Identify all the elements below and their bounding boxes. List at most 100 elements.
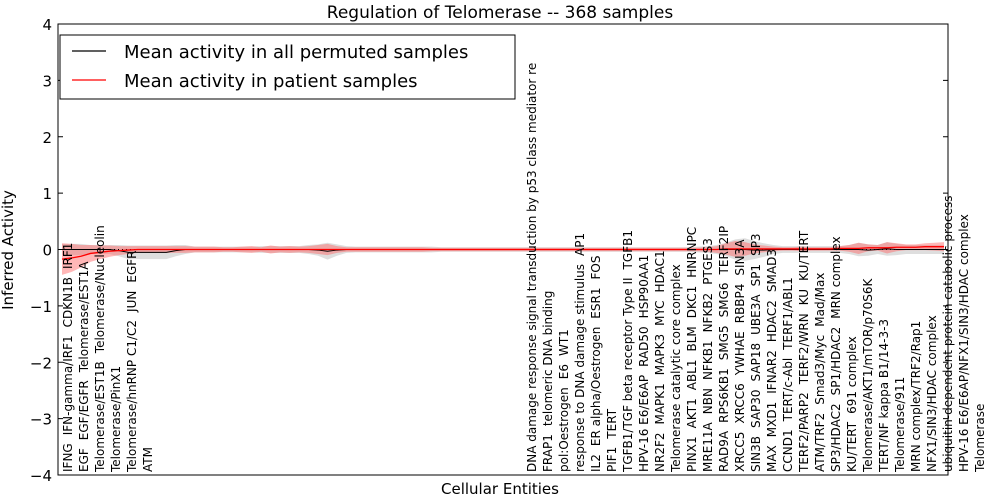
x-tick-label: IFN-gamma/IRF1 [61, 335, 75, 435]
x-tick-label: TGFB1 [621, 230, 635, 270]
x-tick-label: TERF2/WRN [797, 313, 811, 385]
x-tick-label: NFX1/SIN3/HDAC complex [925, 315, 939, 472]
y-tick-label: −4 [30, 467, 52, 485]
x-tick-label: KU/TERT [845, 421, 859, 472]
x-tick-label: Telomerase/EST1B [93, 361, 107, 473]
x-tick-label: DNA damage response signal transduction … [525, 63, 539, 472]
x-tick-label: response to DNA damage stimulus [573, 264, 587, 472]
x-tick-label: ABL1 [685, 360, 699, 391]
x-tick-label: E6 [557, 364, 571, 379]
x-tick-label: HDAC2 [765, 300, 779, 342]
y-tick-label: −3 [30, 411, 52, 429]
y-tick-label: 2 [42, 129, 52, 147]
x-tick-label: MYC [653, 300, 667, 325]
x-tick-label: SP3/HDAC2 [829, 403, 843, 472]
x-tick-label: NR2F2 [653, 433, 667, 473]
x-tick-label: EGF [77, 448, 91, 472]
x-tick-label: DKC1 [685, 286, 699, 318]
x-tick-label: TERF2IP [717, 226, 731, 276]
x-tick-label: SP1/HDAC2 [829, 327, 843, 396]
x-tick-label: RPS6KB1 [717, 368, 731, 423]
x-tick-label: TERT/c-Abl [781, 358, 795, 423]
x-tick-label: KU [797, 289, 811, 305]
x-tick-label: UBE3A [749, 294, 763, 335]
x-tick-label: ATM/TRF2 [813, 413, 827, 472]
x-tick-label: TERF1/ABL1 [781, 277, 795, 351]
x-tick-label: NFKB1 [701, 340, 715, 380]
x-tick-label: RAD50 [637, 326, 651, 367]
x-tick-label: telomeric DNA binding [541, 291, 555, 427]
x-tick-label: IFNAR2 [765, 350, 779, 394]
x-tick-label: SIN3A [733, 239, 747, 276]
x-tick-label: TGFB1/TGF beta receptor Type II [621, 277, 635, 473]
x-tick-label: TERT [605, 408, 619, 439]
x-tick-label: Telomerase [973, 404, 987, 473]
x-tick-label: MAPK3 [653, 334, 667, 375]
x-tick-label: RAD9A [717, 430, 731, 472]
x-tick-label: Telomerase/911 [893, 377, 907, 473]
x-tick-label: SMAD3 [765, 249, 779, 292]
x-tick-label: MRN complex [829, 236, 843, 318]
x-tick-label: WT1 [557, 329, 571, 356]
x-tick-label: FOS [589, 256, 603, 280]
x-axis-label: Cellular Entities [441, 480, 559, 498]
x-tick-label: Telomerase/hnRNP C1/C2 [125, 320, 139, 473]
x-tick-label: TERF2/PARP2 [797, 392, 811, 473]
y-tick-label: −2 [30, 354, 52, 372]
y-axis-label: Inferred Activity [0, 190, 17, 310]
x-tick-label: MAX [765, 445, 779, 472]
x-tick-label: SMG6 [717, 282, 731, 317]
y-tick-label: 1 [42, 185, 52, 203]
x-tick-label: SAP18 [749, 343, 763, 382]
x-tick-label: EGFR [125, 251, 139, 283]
x-tick-label: TERT/NF kappa B1/14-3-3 [877, 319, 891, 473]
x-tick-label: Telomerase/Nucleolin [93, 225, 107, 354]
x-tick-label: Telomerase catalytic core complex [669, 264, 683, 473]
x-tick-label: Telomerase/AKT1/mTOR/p70S6K [861, 277, 875, 473]
x-tick-label: NFKB2 [701, 293, 715, 333]
chart-title: Regulation of Telomerase -- 368 samples [327, 3, 674, 23]
x-tick-label: XRCC6 [733, 383, 747, 423]
x-tick-label: MRE11A [701, 421, 715, 472]
x-tick-label: AP1 [573, 233, 587, 256]
x-tick-label: PINX1 [685, 436, 699, 472]
confidence-bands [58, 238, 948, 275]
x-tick-label: Mad/Max [813, 273, 827, 327]
x-tick-label: Telomerase/EST1A [77, 261, 91, 374]
x-tick-label: 691 complex [845, 336, 859, 414]
legend-label-permuted: Mean activity in all permuted samples [124, 42, 468, 63]
x-tick-label: RBBP4 [733, 284, 747, 324]
x-tick-label: IRF1 [61, 243, 75, 269]
legend-label-patient: Mean activity in patient samples [124, 71, 418, 92]
x-tick-label: KU/TERT [797, 230, 811, 281]
x-tick-label: AKT1 [685, 398, 699, 428]
y-tick-label: 3 [42, 72, 52, 90]
x-tick-label: HNRNPC [685, 227, 699, 278]
x-tick-label: PTGES3 [701, 238, 715, 285]
y-tick-label: −1 [30, 298, 52, 316]
x-tick-label: SAP30 [749, 389, 763, 428]
x-tick-label: XRCC5 [733, 432, 747, 472]
x-tick-label: SIN3B [749, 436, 763, 472]
x-tick-label: Smad3/Myc [813, 335, 827, 405]
x-tick-label: ER alpha/Oestrogen [589, 327, 603, 446]
x-tick-label: MRN complex/TRF2/Rap1 [909, 321, 923, 472]
x-tick-label: EGF/EGFR [77, 380, 91, 440]
x-tick-label: MXD1 [765, 402, 779, 437]
x-tick-label: CDKN1B [61, 277, 75, 327]
x-tick-label: pol:Oestrogen [557, 387, 571, 472]
x-tick-label: SP3 [749, 233, 763, 256]
y-tick-label: 0 [42, 242, 52, 260]
x-tick-label: ATM [141, 447, 155, 472]
x-tick-label: IFNG [61, 443, 75, 472]
x-tick-label: JUN [125, 291, 139, 313]
x-tick-label: MAPK1 [653, 383, 667, 424]
x-tick-label: HPV-16 E6/E6AP [637, 375, 651, 472]
x-tick-label: HPV-16 E6/E6AP/NFX1/SIN3/HDAC complex [957, 214, 971, 472]
x-tick-label: IL2 [589, 454, 603, 472]
x-tick-label: HSP90AA1 [637, 255, 651, 319]
x-tick-label: HDAC1 [653, 250, 667, 292]
x-tick-label: PIF1 [605, 447, 619, 472]
x-tick-label: BLM [685, 326, 699, 351]
